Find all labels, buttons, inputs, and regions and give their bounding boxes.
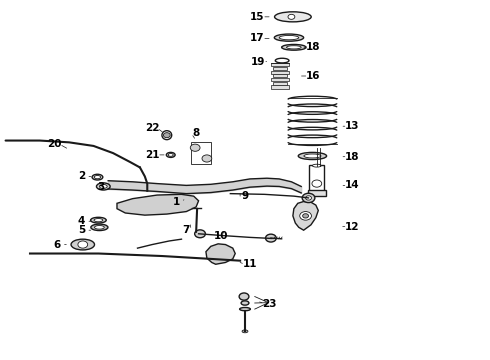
Text: 22: 22: [145, 123, 159, 133]
Circle shape: [163, 133, 170, 138]
Bar: [308, 190, 326, 196]
Text: 12: 12: [345, 222, 360, 231]
Circle shape: [288, 14, 295, 19]
Text: 6: 6: [53, 239, 60, 249]
Text: 14: 14: [345, 180, 360, 190]
Text: 11: 11: [243, 259, 257, 269]
Ellipse shape: [313, 164, 321, 167]
Bar: [271, 78, 290, 81]
Ellipse shape: [298, 152, 327, 159]
Ellipse shape: [274, 12, 311, 22]
Text: 17: 17: [250, 33, 265, 43]
Text: 18: 18: [345, 152, 360, 162]
Text: 23: 23: [262, 299, 277, 309]
Ellipse shape: [242, 330, 248, 333]
Text: 13: 13: [345, 121, 360, 131]
Ellipse shape: [275, 58, 289, 63]
Ellipse shape: [166, 152, 175, 157]
Text: 8: 8: [193, 129, 200, 138]
Ellipse shape: [71, 239, 95, 250]
Text: 3: 3: [97, 182, 104, 192]
Text: 2: 2: [78, 171, 85, 181]
Polygon shape: [206, 244, 235, 264]
Circle shape: [302, 193, 315, 203]
Text: 18: 18: [306, 42, 320, 52]
Ellipse shape: [282, 44, 306, 50]
Ellipse shape: [162, 131, 172, 140]
Circle shape: [239, 293, 249, 300]
Ellipse shape: [97, 183, 110, 190]
Ellipse shape: [274, 34, 304, 41]
Bar: [273, 82, 288, 85]
Bar: [271, 63, 290, 67]
Circle shape: [202, 155, 212, 162]
Bar: [271, 71, 290, 74]
Text: 19: 19: [251, 57, 266, 67]
Ellipse shape: [92, 174, 103, 180]
Text: 1: 1: [173, 197, 180, 207]
Ellipse shape: [241, 301, 249, 305]
Text: 16: 16: [306, 71, 320, 81]
Circle shape: [78, 241, 88, 248]
Ellipse shape: [99, 184, 107, 188]
Ellipse shape: [304, 154, 321, 158]
Bar: [271, 85, 290, 89]
Circle shape: [195, 230, 205, 238]
Ellipse shape: [94, 219, 103, 222]
Ellipse shape: [95, 226, 104, 229]
Ellipse shape: [94, 176, 100, 179]
Circle shape: [306, 196, 312, 200]
Text: 9: 9: [242, 191, 248, 201]
Circle shape: [300, 212, 312, 220]
Bar: [273, 67, 288, 70]
Text: 4: 4: [77, 216, 85, 226]
Bar: [273, 75, 288, 77]
Ellipse shape: [91, 224, 108, 230]
Polygon shape: [293, 202, 318, 230]
Circle shape: [190, 144, 200, 151]
Circle shape: [266, 234, 276, 242]
Bar: [310, 165, 324, 191]
Ellipse shape: [279, 36, 299, 40]
Ellipse shape: [168, 153, 173, 156]
Text: 21: 21: [145, 150, 159, 160]
Circle shape: [312, 180, 322, 187]
Bar: [191, 142, 211, 164]
Text: 5: 5: [78, 225, 85, 235]
Ellipse shape: [240, 307, 250, 311]
Text: 20: 20: [47, 139, 62, 149]
Ellipse shape: [287, 46, 301, 49]
Ellipse shape: [91, 217, 106, 223]
Circle shape: [303, 214, 309, 218]
Polygon shape: [117, 194, 198, 215]
Text: 10: 10: [213, 231, 228, 240]
Text: 15: 15: [250, 12, 265, 22]
Text: 7: 7: [183, 225, 190, 235]
